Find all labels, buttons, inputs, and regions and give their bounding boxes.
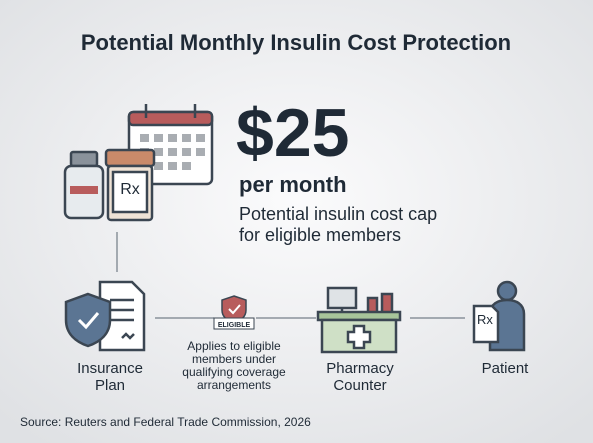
node-label: Insurance [77,360,143,377]
node-label: Counter [333,377,386,394]
patient-icon [472,280,526,352]
node-label: members under [192,352,276,366]
pill-bottle-icon [104,148,156,222]
connectors [116,232,465,319]
node-label: Patient [482,360,530,377]
badge-text: ELIGIBLE [218,322,251,329]
description-line: Potential insulin cost cap [239,204,437,224]
node-label: Applies to eligible [187,339,281,353]
period: per month [239,172,347,197]
vial-icon [63,150,105,220]
pharmacy-icon [316,286,402,354]
rx-label: Rx [477,312,493,327]
node-label: qualifying coverage [182,365,286,379]
node-label: Pharmacy [326,360,394,377]
title: Potential Monthly Insulin Cost Protectio… [81,30,511,55]
node-label: Plan [95,377,125,394]
eligible-badge [213,295,255,330]
amount: $25 [236,95,349,171]
node-label: arrangements [197,378,271,392]
description-line: for eligible members [239,225,401,245]
insurance-icon [64,280,146,352]
source: Source: Reuters and Federal Trade Commis… [20,415,311,429]
rx-label: Rx [120,181,140,198]
